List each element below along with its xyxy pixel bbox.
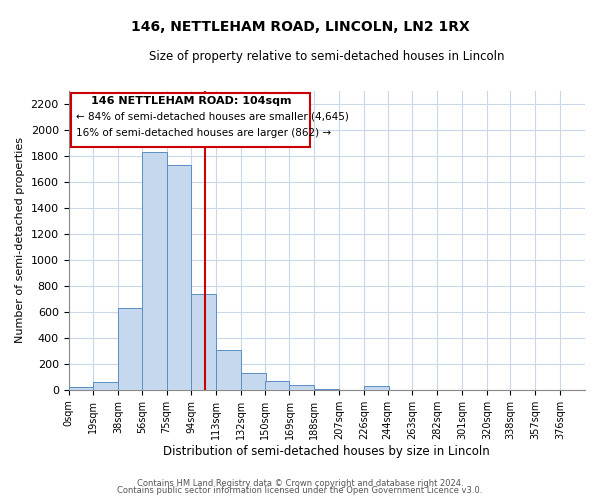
Text: 146 NETTLEHAM ROAD: 104sqm: 146 NETTLEHAM ROAD: 104sqm bbox=[91, 96, 291, 106]
FancyBboxPatch shape bbox=[71, 93, 310, 146]
Text: Contains public sector information licensed under the Open Government Licence v3: Contains public sector information licen… bbox=[118, 486, 482, 495]
Text: 146, NETTLEHAM ROAD, LINCOLN, LN2 1RX: 146, NETTLEHAM ROAD, LINCOLN, LN2 1RX bbox=[131, 20, 469, 34]
Bar bbox=[94, 382, 118, 390]
Text: 16% of semi-detached houses are larger (862) →: 16% of semi-detached houses are larger (… bbox=[76, 128, 331, 138]
Bar bbox=[216, 350, 241, 390]
Bar bbox=[364, 386, 389, 390]
Text: ← 84% of semi-detached houses are smaller (4,645): ← 84% of semi-detached houses are smalle… bbox=[76, 112, 349, 122]
Bar bbox=[118, 308, 143, 390]
Bar bbox=[265, 382, 289, 390]
Bar bbox=[142, 152, 167, 390]
X-axis label: Distribution of semi-detached houses by size in Lincoln: Distribution of semi-detached houses by … bbox=[163, 444, 490, 458]
Y-axis label: Number of semi-detached properties: Number of semi-detached properties bbox=[15, 137, 25, 343]
Bar bbox=[68, 387, 94, 390]
Title: Size of property relative to semi-detached houses in Lincoln: Size of property relative to semi-detach… bbox=[149, 50, 505, 63]
Bar bbox=[191, 294, 216, 390]
Bar bbox=[289, 384, 314, 390]
Bar bbox=[241, 373, 266, 390]
Bar bbox=[167, 164, 191, 390]
Bar bbox=[314, 389, 339, 390]
Text: Contains HM Land Registry data © Crown copyright and database right 2024.: Contains HM Land Registry data © Crown c… bbox=[137, 478, 463, 488]
